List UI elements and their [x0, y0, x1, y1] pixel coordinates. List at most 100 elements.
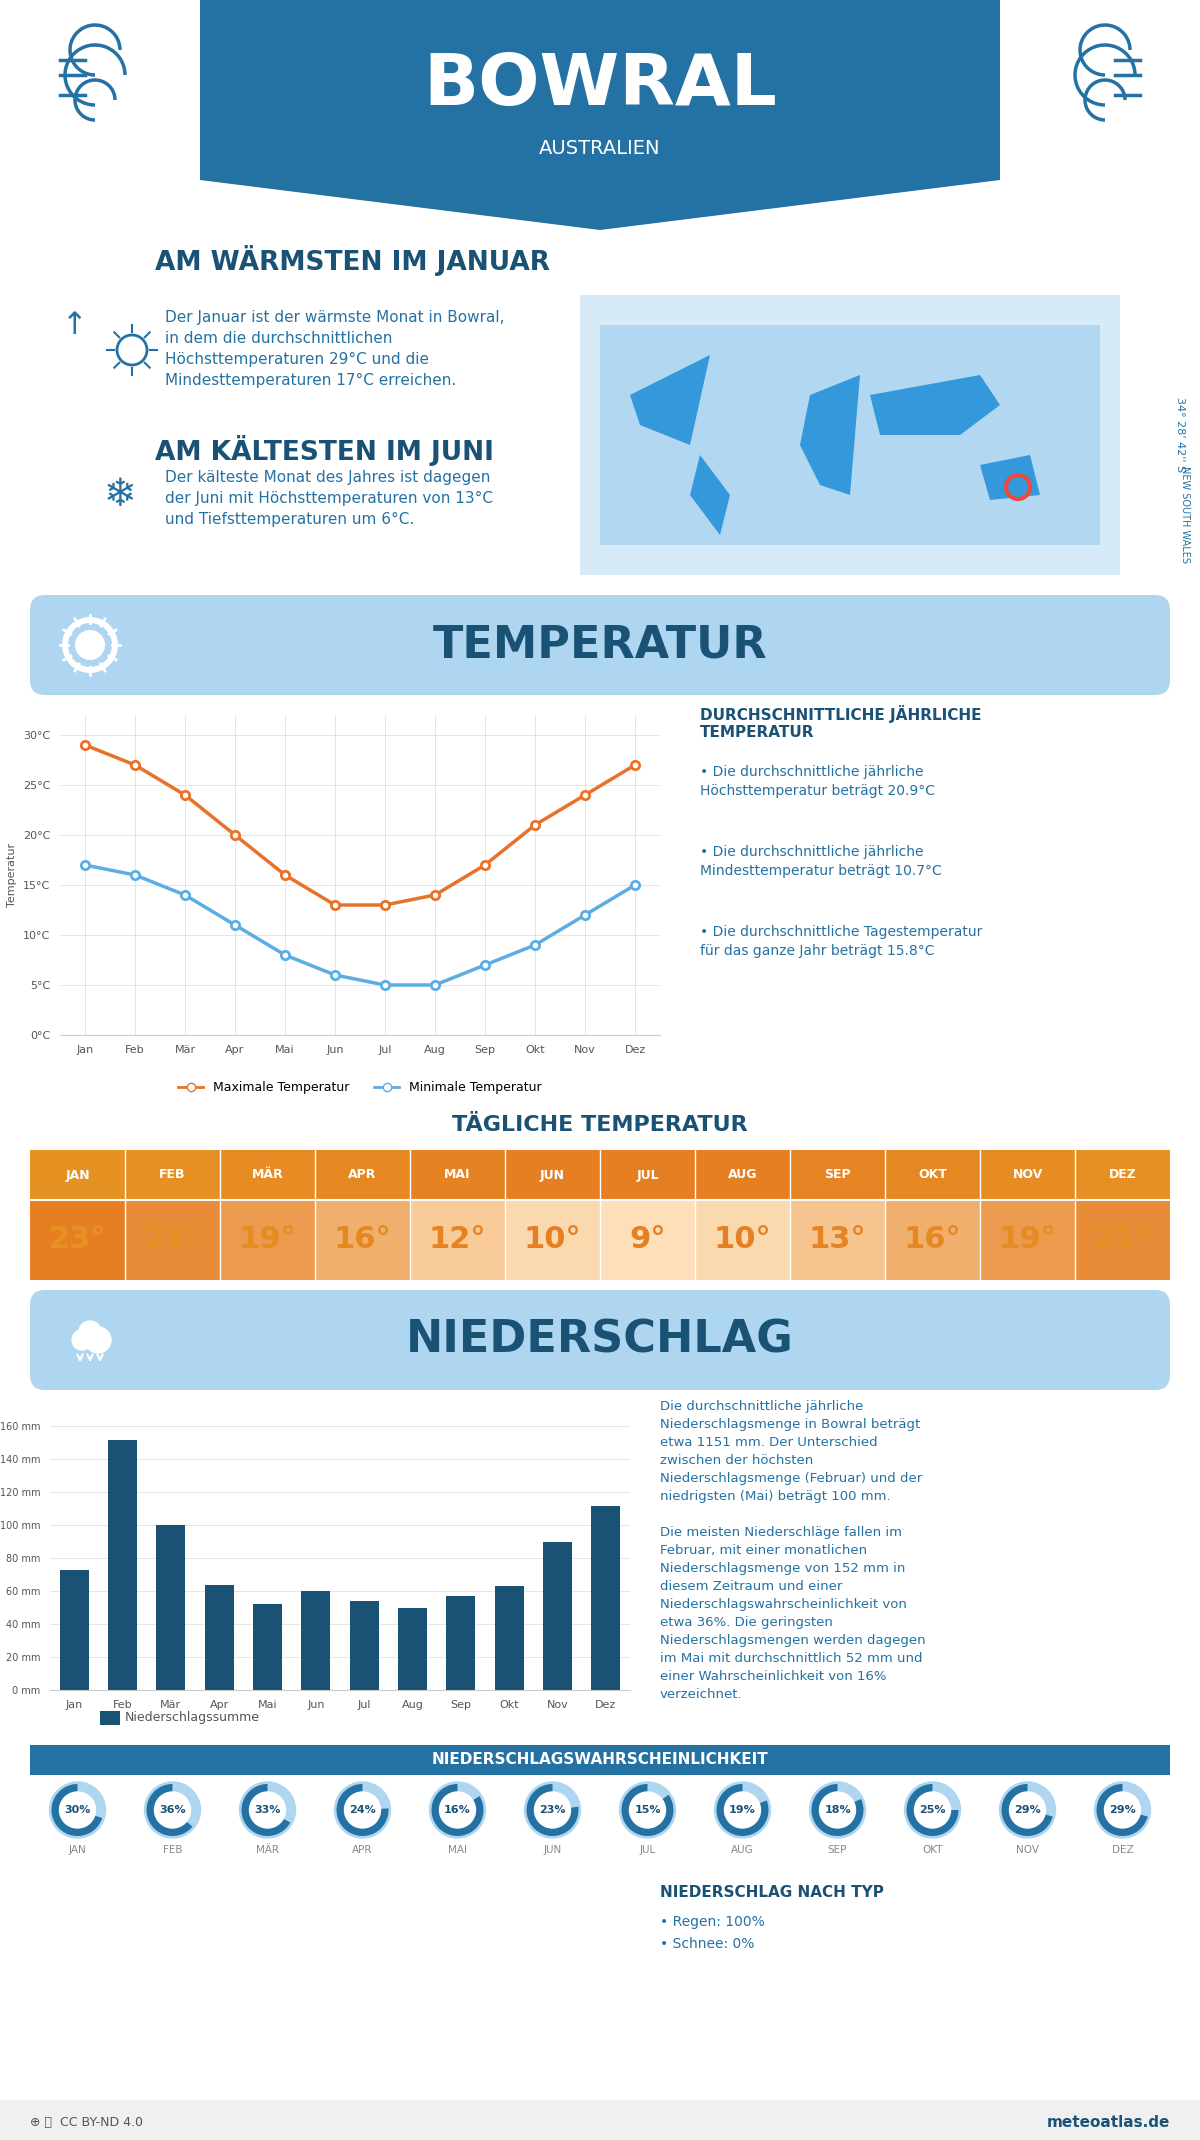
Circle shape [905, 1783, 960, 1838]
Text: 29%: 29% [1109, 1804, 1136, 1815]
Text: TÄGLICHE TEMPERATUR: TÄGLICHE TEMPERATUR [452, 1115, 748, 1134]
Text: FEB: FEB [163, 1845, 182, 1855]
Circle shape [335, 1783, 390, 1838]
Text: • Regen: 100%: • Regen: 100% [660, 1915, 764, 1928]
Text: ↑: ↑ [62, 310, 88, 340]
Text: NOV: NOV [1013, 1168, 1043, 1181]
Circle shape [430, 1783, 486, 1838]
Wedge shape [146, 1785, 192, 1836]
Bar [886, 1149, 980, 1201]
Text: Der Januar ist der wärmste Monat in Bowral,
in dem die durchschnittlichen
Höchst: Der Januar ist der wärmste Monat in Bowr… [166, 310, 504, 387]
Bar [886, 1201, 980, 1280]
Text: ⊕ ⓘ  CC BY-ND 4.0: ⊕ ⓘ CC BY-ND 4.0 [30, 2116, 143, 2129]
Bar [505, 1149, 600, 1201]
Bar [600, 1201, 695, 1280]
Text: BOWRAL: BOWRAL [424, 51, 776, 120]
Bar [542, 1541, 572, 1691]
Text: 16°: 16° [334, 1226, 391, 1254]
Bar [220, 1201, 314, 1280]
Text: TEMPERATUR: TEMPERATUR [433, 623, 767, 666]
Bar [980, 1149, 1075, 1201]
Bar [1075, 1149, 1170, 1201]
Text: MAI: MAI [444, 1168, 470, 1181]
Bar [156, 1526, 185, 1691]
Text: 21°: 21° [1093, 1226, 1151, 1254]
Text: APR: APR [353, 1845, 373, 1855]
Bar [790, 1149, 886, 1201]
Text: 10°: 10° [523, 1226, 581, 1254]
Circle shape [524, 1783, 581, 1838]
Text: AUG: AUG [727, 1168, 757, 1181]
Text: 18%: 18% [824, 1804, 851, 1815]
Text: 23°: 23° [49, 1226, 106, 1254]
Circle shape [250, 1791, 286, 1828]
Text: 21°: 21° [144, 1226, 202, 1254]
Text: AM KÄLTESTEN IM JUNI: AM KÄLTESTEN IM JUNI [155, 434, 494, 467]
Text: 16%: 16% [444, 1804, 470, 1815]
Polygon shape [630, 355, 710, 445]
Text: 12°: 12° [428, 1226, 486, 1254]
Text: NOV: NOV [1016, 1845, 1039, 1855]
Text: JAN: JAN [65, 1168, 90, 1181]
Polygon shape [870, 374, 1000, 434]
Text: Der kälteste Monat des Jahres ist dagegen
der Juni mit Höchsttemperaturen von 13: Der kälteste Monat des Jahres ist dagege… [166, 471, 493, 526]
Text: JUN: JUN [544, 1845, 562, 1855]
Polygon shape [690, 456, 730, 535]
Wedge shape [527, 1785, 578, 1836]
Text: 25%: 25% [919, 1804, 946, 1815]
Bar [1075, 1201, 1170, 1280]
Text: • Schnee: 0%: • Schnee: 0% [660, 1937, 755, 1952]
Text: 30%: 30% [65, 1804, 91, 1815]
Text: 34° 28' 42'' S: 34° 28' 42'' S [1175, 398, 1186, 473]
Bar [314, 1149, 410, 1201]
Circle shape [820, 1791, 856, 1828]
Wedge shape [432, 1785, 484, 1836]
Bar [108, 1440, 137, 1691]
Text: AUSTRALIEN: AUSTRALIEN [539, 139, 661, 158]
Text: JUN: JUN [540, 1168, 565, 1181]
Text: 13°: 13° [809, 1226, 866, 1254]
Wedge shape [241, 1785, 290, 1836]
Circle shape [1094, 1783, 1151, 1838]
Circle shape [49, 1783, 106, 1838]
Text: 9°: 9° [629, 1226, 666, 1254]
Text: • Die durchschnittliche jährliche
Mindesttemperatur beträgt 10.7°C: • Die durchschnittliche jährliche Mindes… [700, 845, 942, 880]
Text: NEW SOUTH WALES: NEW SOUTH WALES [1180, 467, 1190, 563]
Circle shape [630, 1791, 666, 1828]
Wedge shape [811, 1785, 864, 1836]
Text: 29%: 29% [1014, 1804, 1040, 1815]
Bar [30, 1744, 1170, 1774]
Bar [446, 1596, 475, 1691]
Polygon shape [980, 456, 1040, 501]
Bar [410, 1201, 505, 1280]
Text: AM WÄRMSTEN IM JANUAR: AM WÄRMSTEN IM JANUAR [155, 244, 550, 276]
Text: 33%: 33% [254, 1804, 281, 1815]
Bar [125, 1201, 220, 1280]
Circle shape [714, 1783, 770, 1838]
Text: FEB: FEB [160, 1168, 186, 1181]
Bar [695, 1201, 790, 1280]
Text: NIEDERSCHLAG NACH TYP: NIEDERSCHLAG NACH TYP [660, 1885, 884, 1900]
Bar [100, 1712, 120, 1725]
Bar [600, 325, 1100, 546]
Text: Die durchschnittliche jährliche
Niederschlagsmenge in Bowral beträgt
etwa 1151 m: Die durchschnittliche jährliche Niedersc… [660, 1400, 925, 1701]
Circle shape [344, 1791, 380, 1828]
Circle shape [62, 616, 118, 672]
Text: 10°: 10° [714, 1226, 772, 1254]
Legend: Maximale Temperatur, Minimale Temperatur: Maximale Temperatur, Minimale Temperatur [173, 1076, 547, 1100]
Text: 16°: 16° [904, 1226, 961, 1254]
Text: SEP: SEP [824, 1168, 851, 1181]
Bar [398, 1607, 427, 1691]
Bar [695, 1149, 790, 1201]
Wedge shape [1002, 1785, 1052, 1836]
Text: MÄR: MÄR [256, 1845, 278, 1855]
Circle shape [1104, 1791, 1140, 1828]
Text: 36%: 36% [160, 1804, 186, 1815]
Circle shape [439, 1791, 475, 1828]
Bar [494, 1586, 523, 1691]
Bar [600, 1149, 695, 1201]
Text: 19°: 19° [239, 1226, 296, 1254]
Bar [200, 0, 1000, 180]
Text: NIEDERSCHLAG: NIEDERSCHLAG [406, 1318, 794, 1361]
Text: JAN: JAN [68, 1845, 86, 1855]
